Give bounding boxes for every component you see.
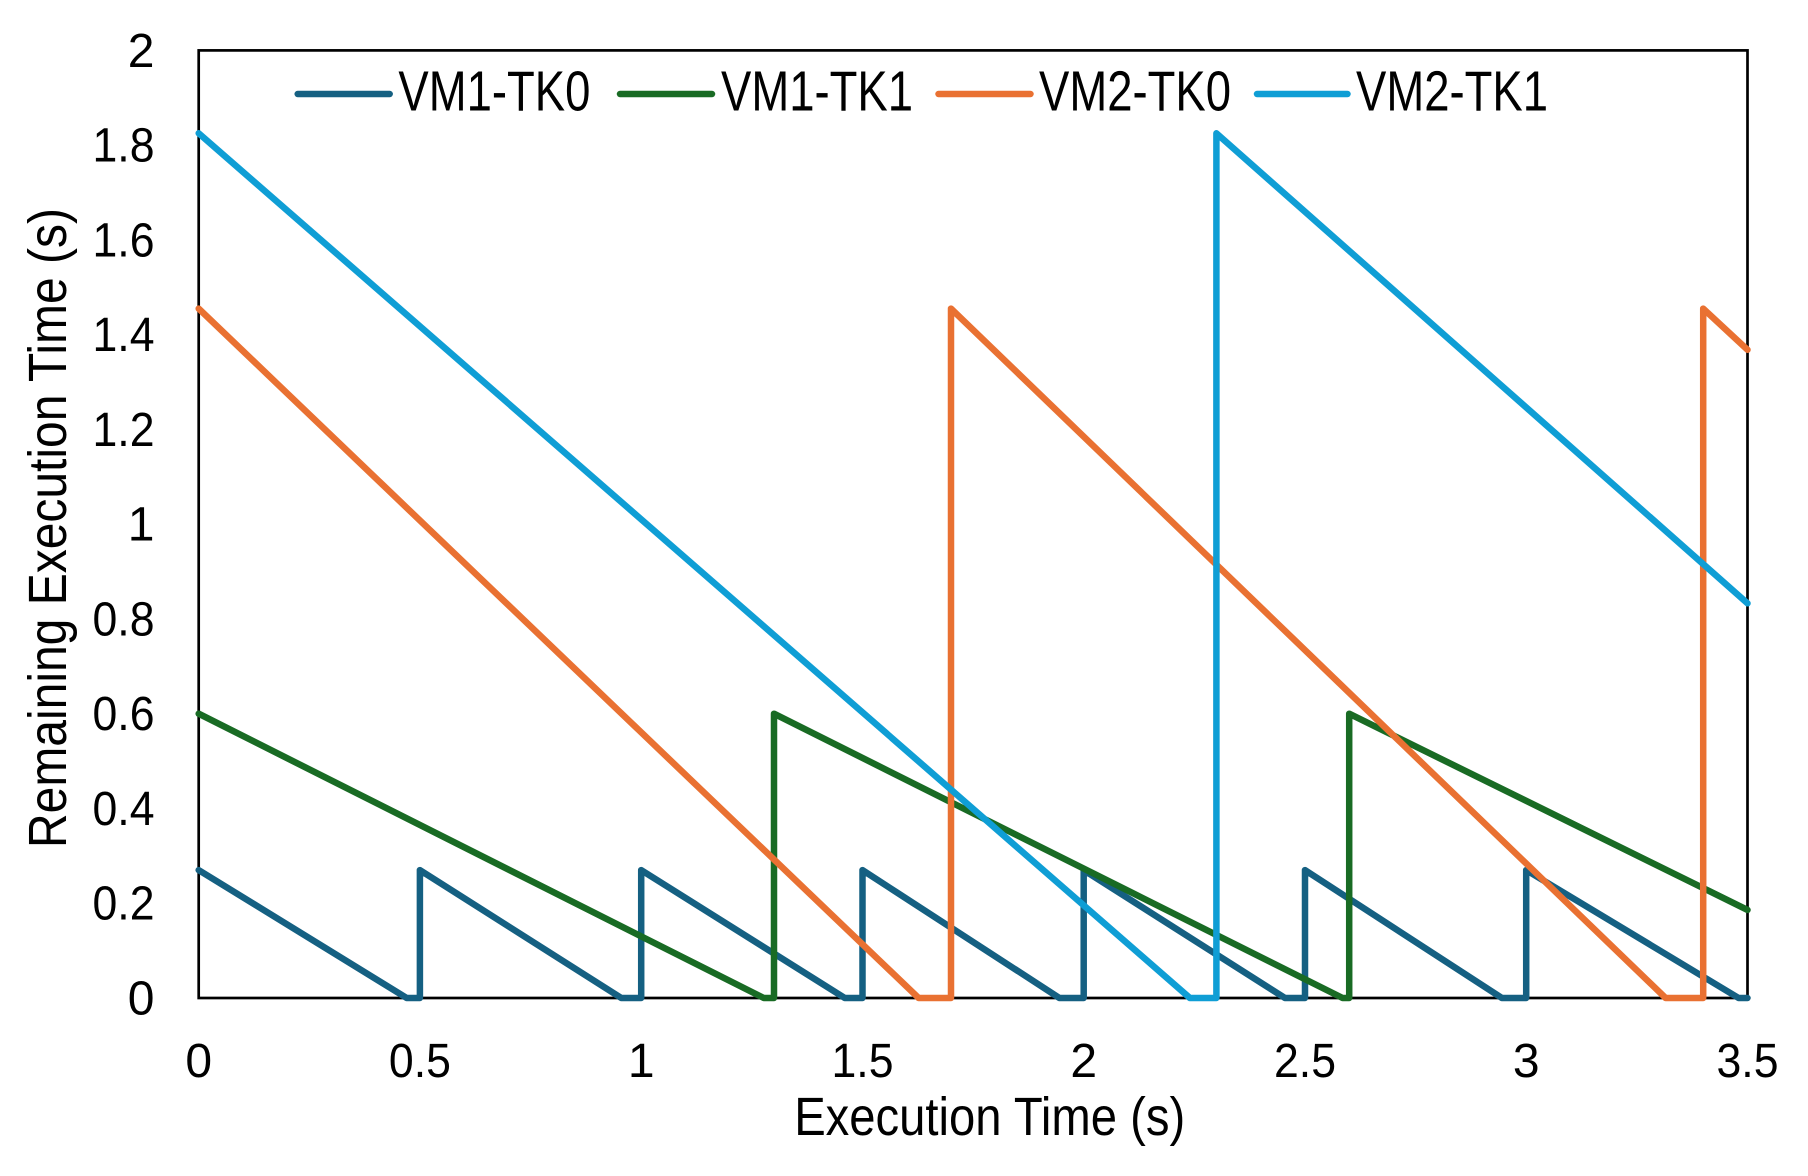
svg-text:VM2-TK0: VM2-TK0: [1039, 60, 1231, 124]
svg-text:1.5: 1.5: [832, 1035, 894, 1088]
svg-text:0.6: 0.6: [93, 688, 155, 741]
svg-text:VM1-TK0: VM1-TK0: [398, 60, 590, 124]
svg-text:Remaining Execution Time (s): Remaining Execution Time (s): [18, 208, 78, 848]
svg-text:3.5: 3.5: [1717, 1035, 1779, 1088]
svg-text:1.8: 1.8: [93, 120, 155, 173]
svg-text:1: 1: [128, 499, 155, 552]
svg-text:2: 2: [1070, 1035, 1097, 1088]
svg-text:1.6: 1.6: [93, 214, 155, 267]
svg-text:1: 1: [628, 1035, 655, 1088]
svg-text:0.2: 0.2: [93, 878, 155, 931]
svg-text:1.4: 1.4: [93, 309, 155, 362]
svg-text:0: 0: [128, 973, 155, 1026]
svg-text:Execution Time (s): Execution Time (s): [794, 1087, 1185, 1147]
svg-text:VM2-TK1: VM2-TK1: [1356, 60, 1548, 124]
svg-text:0.5: 0.5: [389, 1035, 451, 1088]
svg-text:0.8: 0.8: [93, 594, 155, 647]
svg-text:2: 2: [128, 25, 155, 78]
svg-text:1.2: 1.2: [93, 404, 155, 457]
svg-text:VM1-TK1: VM1-TK1: [721, 60, 913, 124]
svg-text:0: 0: [185, 1035, 212, 1088]
svg-text:0.4: 0.4: [93, 783, 155, 836]
svg-text:2.5: 2.5: [1274, 1035, 1336, 1088]
svg-text:3: 3: [1513, 1035, 1540, 1088]
